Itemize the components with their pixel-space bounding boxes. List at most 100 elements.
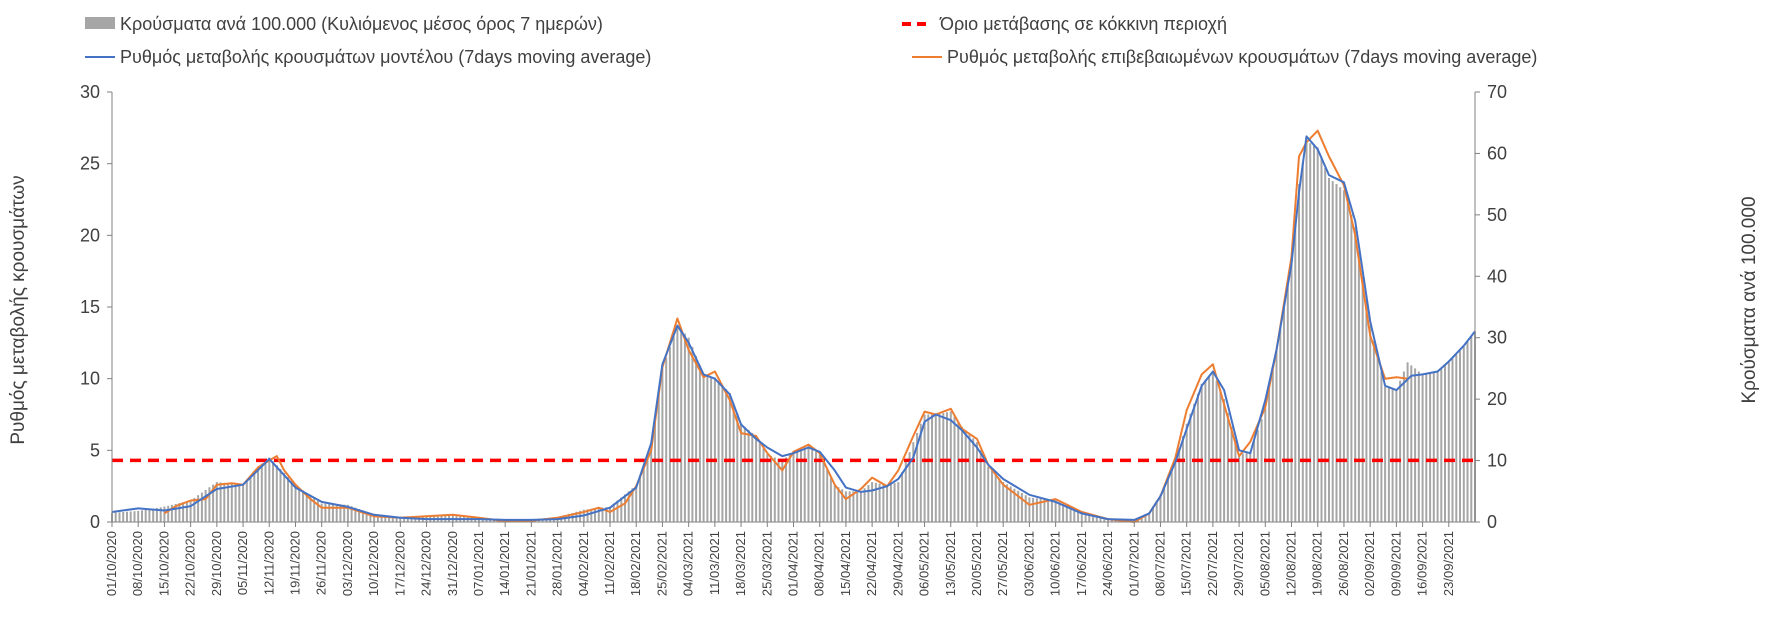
legend-confirmed-label: Ρυθμός μεταβολής επιβεβαιωμένων κρουσμάτ…: [947, 47, 1537, 67]
bar: [919, 423, 922, 522]
bar: [380, 515, 383, 522]
bar: [1376, 356, 1379, 522]
bar: [1245, 452, 1248, 522]
bar: [1369, 325, 1372, 522]
y-tick-label-right: 70: [1487, 82, 1507, 102]
bar: [1406, 362, 1409, 522]
bar: [395, 516, 398, 522]
bar: [376, 514, 379, 522]
bar: [1380, 371, 1383, 522]
bar: [901, 472, 904, 522]
bar: [144, 509, 147, 522]
bar: [856, 491, 859, 522]
bar: [807, 445, 810, 522]
bar: [949, 411, 952, 522]
bar: [908, 452, 911, 522]
x-tick-label: 18/03/2021: [733, 531, 748, 596]
bar: [230, 483, 233, 522]
bar: [343, 504, 346, 522]
bar: [740, 423, 743, 522]
bar: [683, 333, 686, 522]
x-tick-label: 02/09/2021: [1362, 531, 1377, 596]
bar: [294, 485, 297, 522]
y-tick-label-right: 10: [1487, 451, 1507, 471]
bar: [331, 504, 334, 522]
bar: [792, 451, 795, 522]
bar: [406, 516, 409, 522]
bar: [961, 426, 963, 522]
bar: [743, 426, 746, 522]
bar: [1271, 369, 1274, 522]
bar: [1421, 374, 1424, 522]
bar: [178, 503, 181, 522]
bar: [290, 481, 293, 522]
bar: [1163, 485, 1166, 522]
bar: [1346, 202, 1349, 522]
x-tick-label: 07/01/2021: [471, 531, 486, 596]
bar: [942, 413, 945, 522]
bar: [328, 503, 331, 522]
bar: [1024, 495, 1027, 522]
bar: [283, 472, 286, 522]
x-tick-label: 24/06/2021: [1100, 531, 1115, 596]
bar: [979, 450, 982, 522]
bar: [871, 482, 874, 522]
bar: [1436, 371, 1439, 522]
x-tick-label: 15/10/2020: [156, 531, 171, 596]
x-tick-label: 21/01/2021: [523, 531, 538, 596]
bar: [253, 471, 256, 522]
bar: [938, 413, 941, 522]
bar: [785, 457, 787, 522]
bar: [1088, 514, 1091, 522]
bar: [1223, 399, 1226, 522]
bar: [1387, 387, 1390, 522]
bar: [706, 375, 709, 522]
y-tick-label-right: 30: [1487, 328, 1507, 348]
bar: [661, 368, 664, 522]
y-ticks-right: 0 10 20 30 40 50 60 70: [1475, 82, 1507, 532]
bar: [829, 477, 832, 522]
bar: [972, 438, 975, 522]
x-tick-label: 10/12/2020: [366, 531, 381, 596]
bar: [833, 485, 836, 522]
bar: [635, 485, 638, 522]
bar: [991, 470, 993, 522]
bar: [672, 336, 675, 522]
bar: [976, 442, 978, 522]
bar: [1309, 143, 1312, 522]
bar: [998, 478, 1001, 522]
bar: [721, 385, 724, 522]
bar: [148, 509, 151, 522]
bar: [114, 512, 117, 522]
bar: [1054, 500, 1057, 522]
bar: [1204, 379, 1207, 522]
bar: [204, 490, 207, 522]
x-tick-label: 14/01/2021: [497, 531, 512, 596]
bar: [916, 432, 919, 522]
bar: [904, 462, 907, 522]
bar: [1410, 365, 1413, 522]
bar: [1470, 336, 1473, 522]
x-tick-label: 22/10/2020: [183, 531, 198, 596]
bar: [755, 436, 758, 522]
bar: [597, 508, 600, 522]
bar: [1152, 506, 1154, 522]
bar: [1286, 285, 1289, 522]
bar: [227, 483, 230, 522]
bar: [1148, 512, 1151, 522]
bar: [818, 454, 821, 522]
bar: [1140, 516, 1143, 522]
bar: [1342, 190, 1345, 523]
x-tick-label: 15/04/2021: [838, 531, 853, 596]
bar: [1211, 371, 1214, 522]
bar: [1451, 358, 1454, 522]
x-tick-label: 25/02/2021: [654, 531, 669, 596]
bar: [249, 475, 252, 522]
bar: [182, 502, 185, 522]
bar: [238, 484, 241, 522]
x-tick-label: 16/09/2021: [1415, 531, 1430, 596]
bar: [350, 506, 353, 522]
bar: [1316, 147, 1319, 523]
bar: [1092, 515, 1095, 522]
